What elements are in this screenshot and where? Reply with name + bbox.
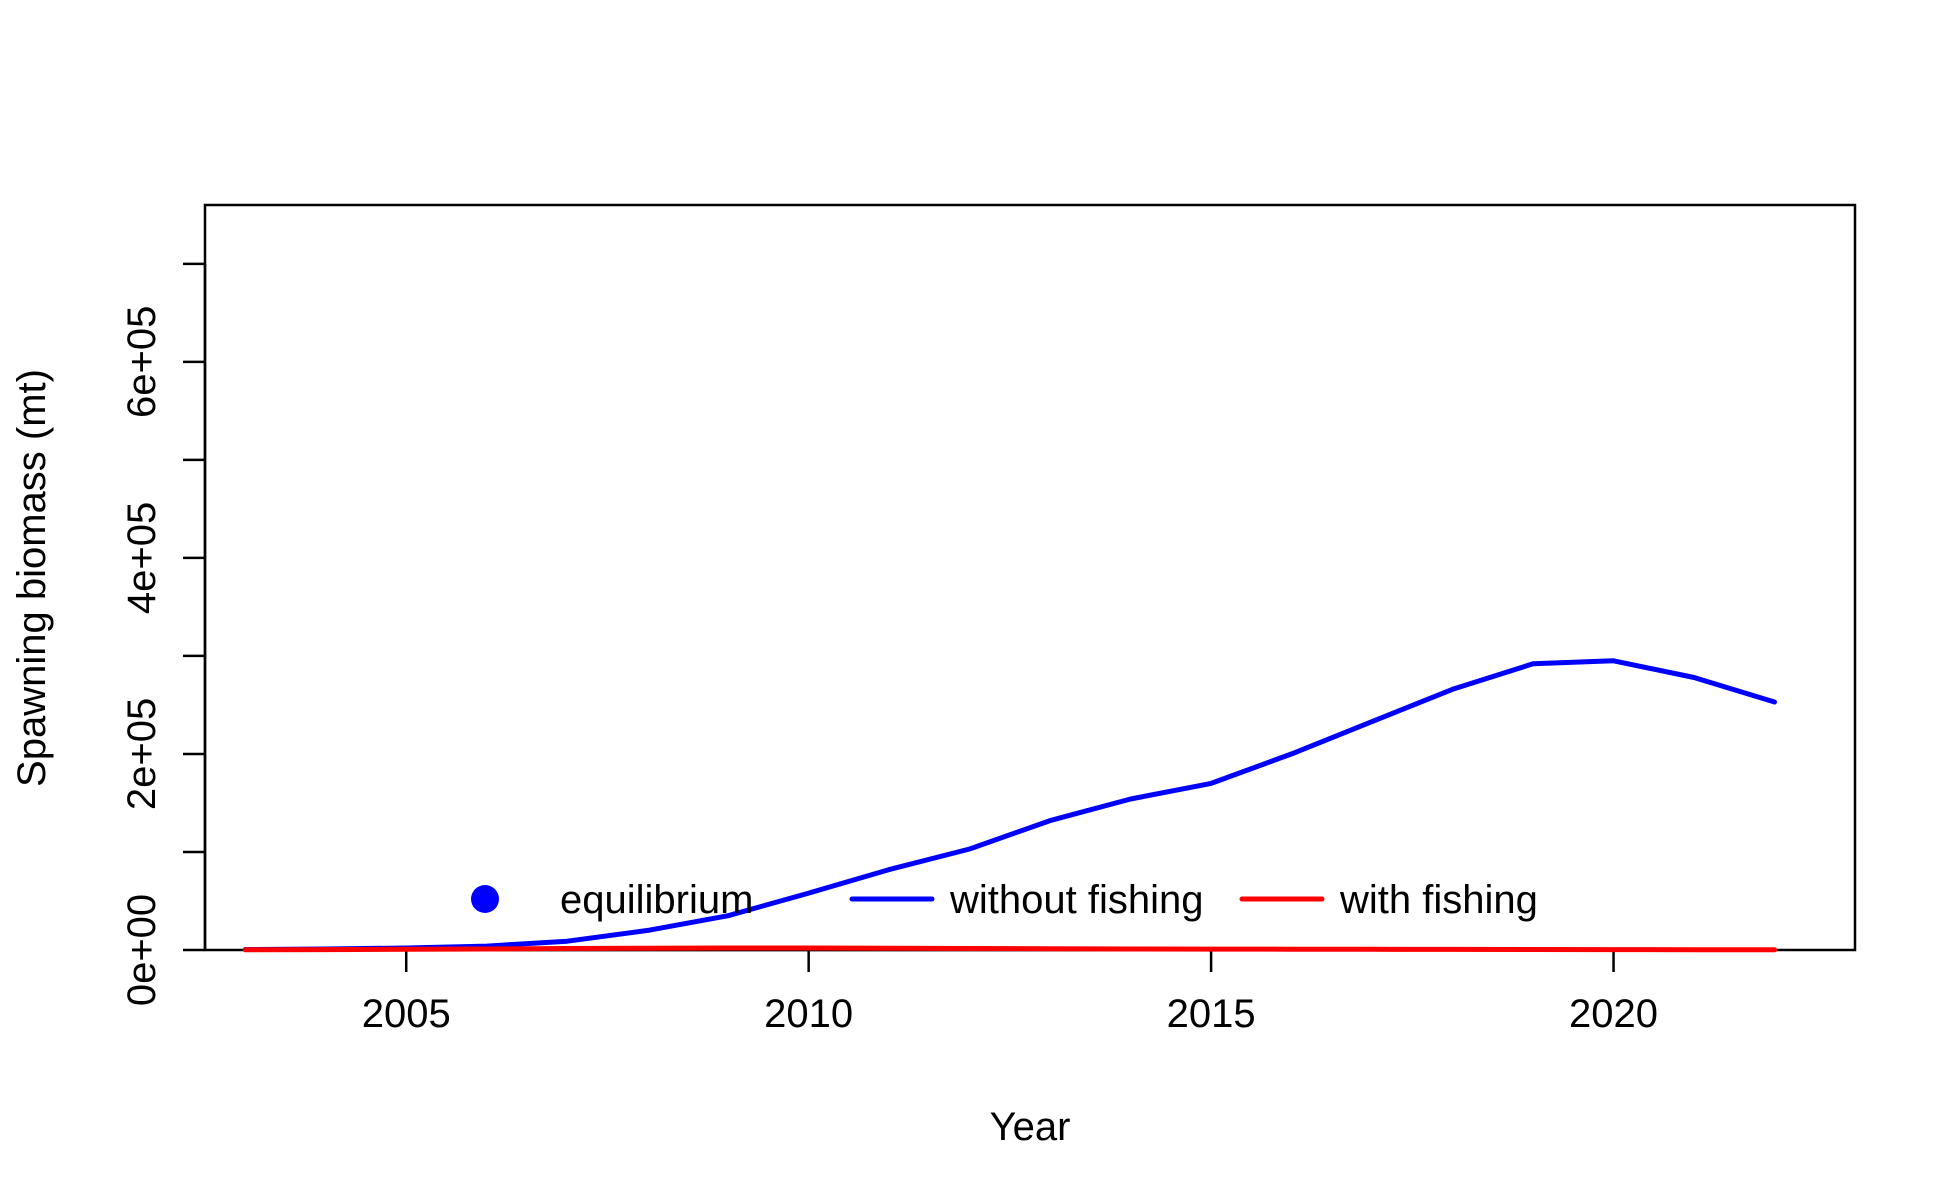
y-tick-label: 2e+05 (120, 698, 164, 810)
x-axis: 2005 2010 2015 2020 (362, 948, 1658, 1036)
legend: equilibrium without fishing with fishing (471, 878, 1538, 922)
y-axis: 0e+00 2e+05 4e+05 6e+05 (120, 262, 207, 1006)
series-line-without-fishing (242, 658, 1777, 952)
plot-frame (203, 203, 1857, 952)
legend-label-equilibrium: equilibrium (560, 878, 753, 922)
y-tick-label: 4e+05 (120, 502, 164, 614)
y-tick-label: 6e+05 (120, 306, 164, 418)
series-line-with-fishing (242, 945, 1777, 953)
x-tick-label: 2015 (1167, 992, 1256, 1036)
series-layer (242, 658, 1777, 953)
legend-label-without-fishing: without fishing (949, 878, 1203, 922)
x-tick-label: 2005 (362, 992, 451, 1036)
x-axis-title: Year (990, 1105, 1071, 1149)
x-tick-label: 2010 (764, 992, 853, 1036)
legend-label-with-fishing: with fishing (1339, 878, 1538, 922)
y-tick-label: 0e+00 (120, 894, 164, 1006)
y-axis-title: Spawning biomass (mt) (10, 369, 54, 787)
x-tick-label: 2020 (1569, 992, 1658, 1036)
legend-marker-equilibrium (471, 885, 499, 913)
